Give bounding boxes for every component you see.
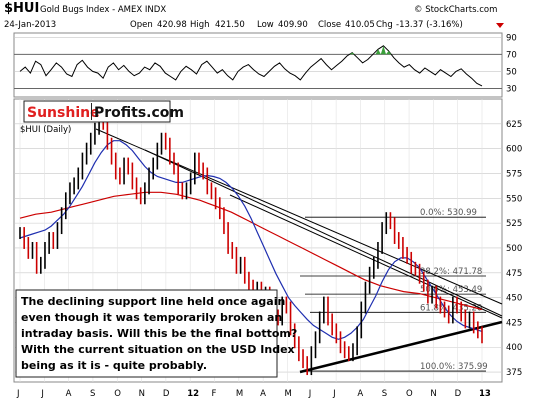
x-tick-label: S (90, 389, 95, 399)
fib-label: 50.0%: 453.49 (420, 285, 482, 295)
logo-frame (23, 100, 171, 123)
price-tick-label: 425 (506, 318, 522, 328)
ohlc-readout: Open 420.98 High 421.50 Low 409.90 Close… (130, 20, 504, 30)
price-tick-label: 400 (506, 343, 522, 353)
annotation-line-4: With the current situation on the USD In… (21, 343, 295, 356)
x-tick-label: 12 (187, 389, 199, 399)
price-tick-label: 625 (506, 120, 522, 130)
annotation-box: The declining support line held once aga… (15, 289, 297, 378)
x-tick-label: J (16, 389, 20, 399)
low-value: 409.90 (278, 20, 308, 30)
price-tick-label: 600 (506, 145, 522, 155)
annotation-line-1: The declining support line held once aga… (21, 295, 285, 308)
x-tick-label: F (212, 389, 217, 399)
x-tick-label: J (40, 389, 44, 399)
close-value: 410.05 (345, 20, 375, 30)
fib-label: 100.0%: 375.99 (420, 362, 488, 372)
sunshine-logo: Sunshine Profits.com (23, 100, 184, 123)
fib-label: 38.2%: 471.78 (420, 267, 482, 277)
chg-value: -13.37 (-3.16%) (396, 20, 463, 30)
trendlines (95, 128, 503, 374)
rsi-line (19, 45, 483, 87)
fib-label: 61.8%: 435.20 (420, 303, 482, 313)
x-tick-label: A (357, 389, 363, 399)
rsi-tick-label: 30 (506, 84, 517, 94)
price-bars (19, 112, 483, 376)
x-tick-label: 13 (479, 389, 491, 399)
price-tick-label: 475 (506, 269, 522, 279)
x-tick-label: N (139, 389, 145, 399)
x-tick-label: J (332, 389, 336, 399)
date-label: 24-Jan-2013 (4, 20, 56, 30)
x-tick-label: A (260, 389, 266, 399)
open-value: 420.98 (157, 20, 187, 30)
annotation-line-5: being as it is - quite probably. (21, 359, 207, 372)
price-tick-label: 575 (506, 169, 522, 179)
logo-part1: Sunshine (27, 105, 100, 121)
x-tick-label: M (284, 389, 291, 399)
down-arrow-icon (496, 23, 504, 28)
x-tick-label: O (114, 389, 121, 399)
low-label: Low (257, 20, 274, 30)
logo-part2: Profits.com (94, 105, 184, 121)
price-tick-label: 550 (506, 194, 522, 204)
rsi-panel: 30 50 70 90 (13, 32, 517, 98)
x-tick-label: D (163, 389, 170, 399)
price-panel-title: $HUI (Daily) (20, 125, 71, 135)
x-tick-label: D (455, 389, 462, 399)
price-tick-label: 525 (506, 219, 522, 229)
rsi-frame (13, 32, 503, 98)
symbol-label: $HUI (4, 1, 39, 16)
rsi-overbought-fill (349, 45, 392, 55)
rsi-tick-label: 90 (506, 33, 517, 43)
rsi-tick-label: 50 (506, 67, 517, 77)
close-label: Close (318, 20, 341, 30)
annotation-line-3: intraday basis. Will this be the final b… (21, 327, 297, 340)
ma50-line (19, 140, 483, 340)
high-value: 421.50 (215, 20, 245, 30)
ma200-line (19, 191, 483, 311)
support-line (299, 320, 503, 374)
annotation-line-2: even though it was temporarily broken an (21, 311, 282, 324)
x-tick-label: A (66, 389, 72, 399)
price-tick-label: 500 (506, 244, 522, 254)
annotation-frame (15, 289, 278, 378)
copyright-label: © StockCharts.com (414, 5, 497, 15)
x-tick-label: O (406, 389, 413, 399)
open-label: Open (130, 20, 153, 30)
chg-label: Chg (376, 20, 393, 30)
index-name: Gold Bugs Index - AMEX INDX (40, 5, 166, 15)
x-tick-label: N (430, 389, 436, 399)
x-tick-label: M (236, 389, 243, 399)
price-tick-label: 375 (506, 368, 522, 378)
high-label: High (190, 20, 210, 30)
rsi-tick-label: 70 (506, 50, 517, 60)
x-tick-label: S (382, 389, 387, 399)
x-tick-label: J (308, 389, 312, 399)
logo-divider (91, 103, 92, 120)
price-tick-label: 450 (506, 294, 522, 304)
fib-label: 0.0%: 530.99 (420, 208, 477, 218)
trendline-long-2 (144, 149, 503, 317)
